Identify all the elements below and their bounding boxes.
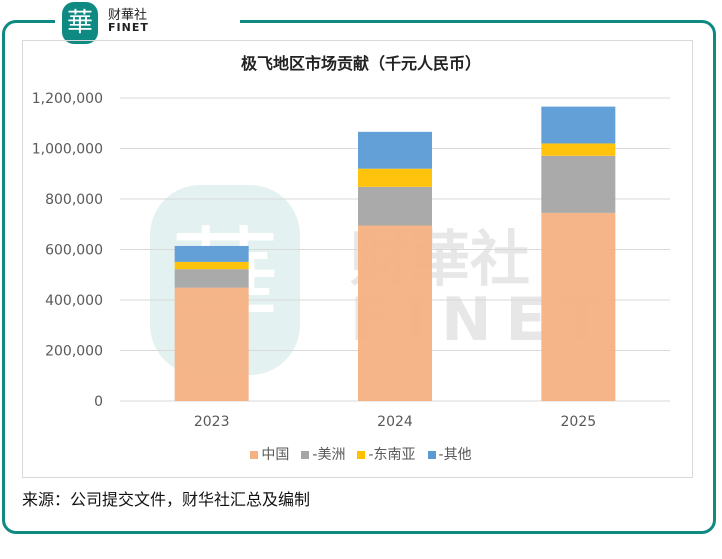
y-tick-label: 0: [94, 394, 103, 410]
bar-segment: [541, 155, 616, 213]
bar-segment: [541, 143, 616, 156]
bar-segment: [541, 106, 616, 144]
legend-item: -美洲: [301, 447, 345, 463]
x-tick-label: 2025: [561, 414, 597, 430]
y-tick-label: 1,200,000: [32, 91, 103, 107]
legend-item: -东南亚: [357, 447, 416, 463]
legend-label: -东南亚: [368, 447, 416, 463]
bar-segment: [174, 245, 249, 262]
frame-gap: [55, 14, 240, 26]
y-tick-label: 600,000: [45, 243, 103, 259]
outer-frame: [2, 20, 716, 534]
brand-name-en: FINET: [108, 21, 149, 34]
chart-title: 极飞地区市场贡献（千元人民币）: [240, 54, 481, 73]
legend-swatch: [357, 451, 366, 459]
x-tick-label: 2024: [377, 414, 413, 430]
y-tick-label: 400,000: [45, 293, 103, 309]
legend-swatch: [250, 451, 259, 459]
bar-segment: [174, 287, 249, 401]
legend-label: -美洲: [312, 447, 346, 463]
legend: 中国 -美洲 -东南亚 -其他: [0, 444, 722, 464]
y-tick-label: 800,000: [45, 192, 103, 208]
brand-name: 财華社 FINET: [108, 8, 149, 34]
bar-segment: [358, 225, 432, 401]
finet-logo: 華: [62, 2, 98, 44]
chart-area: [22, 40, 693, 478]
bar-segment: [358, 168, 432, 187]
source-note: 来源：公司提交文件，财华社汇总及编制: [22, 490, 311, 509]
legend-label: -其他: [438, 447, 472, 463]
bar-segment: [174, 261, 249, 270]
legend-label: 中国: [261, 447, 290, 463]
bar-segment: [541, 212, 616, 401]
legend-swatch: [301, 451, 310, 459]
x-tick-label: 2023: [194, 414, 230, 430]
y-tick-label: 1,000,000: [32, 142, 103, 158]
bar-segment: [174, 269, 249, 288]
legend-swatch: [427, 451, 436, 459]
brand-name-cn: 财華社: [108, 8, 148, 23]
bar-segment: [358, 186, 432, 226]
y-tick-label: 200,000: [45, 344, 103, 360]
legend-item: 中国: [250, 447, 289, 463]
legend-item: -其他: [427, 447, 472, 463]
bar-segment: [358, 131, 432, 169]
